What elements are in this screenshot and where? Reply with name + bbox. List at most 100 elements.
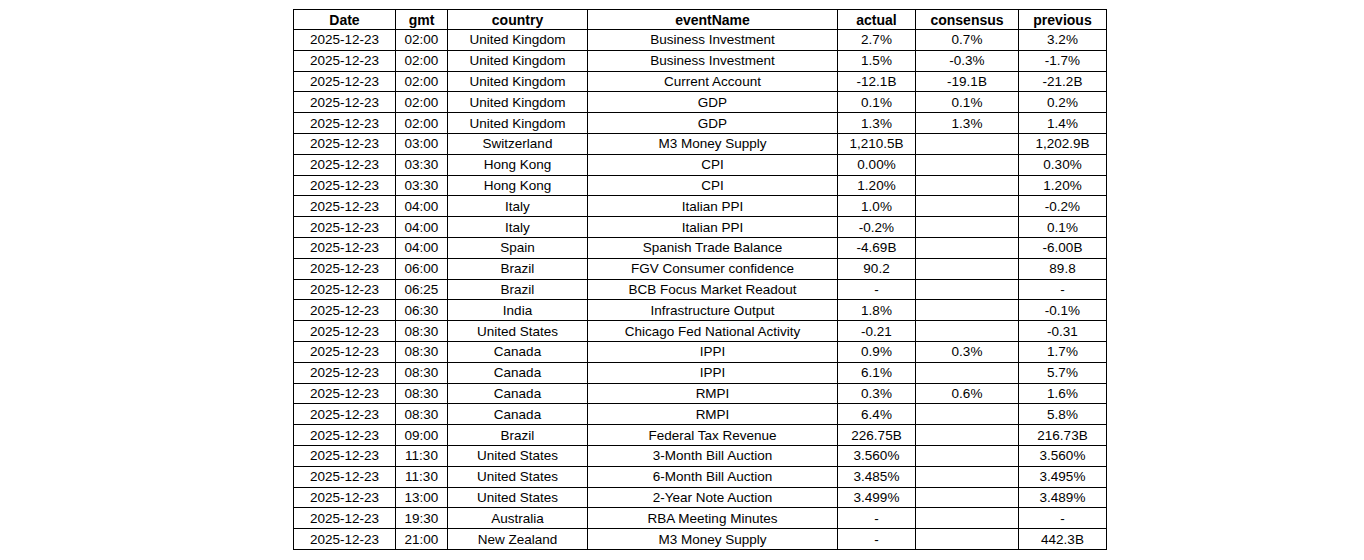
table-cell-date: 2025-12-23 bbox=[294, 196, 396, 217]
table-cell-actual: 3.560% bbox=[838, 445, 916, 466]
table-cell-country: Canada bbox=[448, 362, 588, 383]
table-cell-eventname: GDP bbox=[588, 92, 838, 113]
table-row: 2025-12-2311:30United States3-Month Bill… bbox=[294, 445, 1107, 466]
table-cell-eventname: BCB Focus Market Readout bbox=[588, 279, 838, 300]
table-cell-gmt: 13:00 bbox=[396, 487, 448, 508]
table-cell-previous: 89.8 bbox=[1019, 258, 1107, 279]
table-cell-country: United States bbox=[448, 321, 588, 342]
table-row: 2025-12-2308:30CanadaRMPI6.4%5.8% bbox=[294, 404, 1107, 425]
table-cell-country: Canada bbox=[448, 383, 588, 404]
table-cell-country: United Kingdom bbox=[448, 113, 588, 134]
table-cell-consensus bbox=[916, 237, 1019, 258]
table-cell-country: Brazil bbox=[448, 258, 588, 279]
table-cell-actual: 6.1% bbox=[838, 362, 916, 383]
table-cell-consensus bbox=[916, 404, 1019, 425]
table-cell-actual: 3.485% bbox=[838, 466, 916, 487]
column-header-gmt: gmt bbox=[396, 10, 448, 30]
table-cell-actual: 1.8% bbox=[838, 300, 916, 321]
table-cell-country: Switzerland bbox=[448, 133, 588, 154]
table-cell-country: India bbox=[448, 300, 588, 321]
table-cell-actual: - bbox=[838, 529, 916, 550]
table-cell-gmt: 02:00 bbox=[396, 113, 448, 134]
table-row: 2025-12-2313:00United States2-Year Note … bbox=[294, 487, 1107, 508]
table-cell-consensus bbox=[916, 529, 1019, 550]
table-cell-consensus bbox=[916, 321, 1019, 342]
table-cell-date: 2025-12-23 bbox=[294, 237, 396, 258]
table-cell-consensus bbox=[916, 300, 1019, 321]
table-cell-date: 2025-12-23 bbox=[294, 300, 396, 321]
table-cell-eventname: Business Investment bbox=[588, 30, 838, 51]
table-cell-date: 2025-12-23 bbox=[294, 50, 396, 71]
page-background: DategmtcountryeventNameactualconsensuspr… bbox=[0, 0, 1364, 560]
table-cell-previous: 1.4% bbox=[1019, 113, 1107, 134]
table-row: 2025-12-2319:30AustraliaRBA Meeting Minu… bbox=[294, 508, 1107, 529]
table-cell-date: 2025-12-23 bbox=[294, 425, 396, 446]
table-cell-actual: -0.2% bbox=[838, 217, 916, 238]
column-header-previous: previous bbox=[1019, 10, 1107, 30]
table-cell-previous: 1.20% bbox=[1019, 175, 1107, 196]
table-cell-actual: 1,210.5B bbox=[838, 133, 916, 154]
table-cell-gmt: 02:00 bbox=[396, 71, 448, 92]
table-cell-eventname: Spanish Trade Balance bbox=[588, 237, 838, 258]
table-cell-date: 2025-12-23 bbox=[294, 529, 396, 550]
table-cell-actual: -4.69B bbox=[838, 237, 916, 258]
table-row: 2025-12-2308:30CanadaIPPI6.1%5.7% bbox=[294, 362, 1107, 383]
table-cell-eventname: 6-Month Bill Auction bbox=[588, 466, 838, 487]
table-cell-date: 2025-12-23 bbox=[294, 217, 396, 238]
table-cell-gmt: 19:30 bbox=[396, 508, 448, 529]
table-cell-country: United Kingdom bbox=[448, 71, 588, 92]
table-cell-consensus: 0.1% bbox=[916, 92, 1019, 113]
table-cell-gmt: 03:00 bbox=[396, 133, 448, 154]
table-cell-consensus: 0.7% bbox=[916, 30, 1019, 51]
table-cell-eventname: CPI bbox=[588, 175, 838, 196]
table-cell-previous: 5.7% bbox=[1019, 362, 1107, 383]
table-cell-eventname: 2-Year Note Auction bbox=[588, 487, 838, 508]
table-cell-eventname: M3 Money Supply bbox=[588, 133, 838, 154]
table-cell-consensus bbox=[916, 508, 1019, 529]
table-cell-gmt: 06:00 bbox=[396, 258, 448, 279]
table-cell-previous: 0.30% bbox=[1019, 154, 1107, 175]
table-cell-actual: 0.9% bbox=[838, 341, 916, 362]
table-cell-previous: 0.1% bbox=[1019, 217, 1107, 238]
table-cell-previous: 442.3B bbox=[1019, 529, 1107, 550]
table-row: 2025-12-2303:30Hong KongCPI1.20%1.20% bbox=[294, 175, 1107, 196]
table-cell-consensus bbox=[916, 133, 1019, 154]
table-cell-eventname: 3-Month Bill Auction bbox=[588, 445, 838, 466]
table-cell-date: 2025-12-23 bbox=[294, 30, 396, 51]
table-cell-date: 2025-12-23 bbox=[294, 133, 396, 154]
table-cell-country: Hong Kong bbox=[448, 154, 588, 175]
table-cell-eventname: Federal Tax Revenue bbox=[588, 425, 838, 446]
table-cell-eventname: IPPI bbox=[588, 362, 838, 383]
table-row: 2025-12-2308:30CanadaRMPI0.3%0.6%1.6% bbox=[294, 383, 1107, 404]
table-cell-gmt: 02:00 bbox=[396, 30, 448, 51]
table-cell-date: 2025-12-23 bbox=[294, 258, 396, 279]
table-cell-previous: -21.2B bbox=[1019, 71, 1107, 92]
table-cell-eventname: RBA Meeting Minutes bbox=[588, 508, 838, 529]
table-cell-country: Italy bbox=[448, 217, 588, 238]
table-cell-date: 2025-12-23 bbox=[294, 92, 396, 113]
table-body: 2025-12-2302:00United KingdomBusiness In… bbox=[294, 30, 1107, 550]
table-cell-gmt: 08:30 bbox=[396, 362, 448, 383]
table-cell-consensus bbox=[916, 362, 1019, 383]
table-cell-previous: 1.7% bbox=[1019, 341, 1107, 362]
table-cell-country: Canada bbox=[448, 404, 588, 425]
table-cell-gmt: 03:30 bbox=[396, 154, 448, 175]
table-cell-country: Italy bbox=[448, 196, 588, 217]
table-cell-date: 2025-12-23 bbox=[294, 321, 396, 342]
table-row: 2025-12-2304:00SpainSpanish Trade Balanc… bbox=[294, 237, 1107, 258]
table-cell-eventname: Current Account bbox=[588, 71, 838, 92]
table-cell-actual: 1.5% bbox=[838, 50, 916, 71]
table-row: 2025-12-2304:00ItalyItalian PPI1.0%-0.2% bbox=[294, 196, 1107, 217]
table-cell-eventname: Infrastructure Output bbox=[588, 300, 838, 321]
table-cell-consensus: 1.3% bbox=[916, 113, 1019, 134]
table-cell-date: 2025-12-23 bbox=[294, 113, 396, 134]
table-row: 2025-12-2308:30United StatesChicago Fed … bbox=[294, 321, 1107, 342]
table-cell-actual: 2.7% bbox=[838, 30, 916, 51]
table-cell-eventname: RMPI bbox=[588, 404, 838, 425]
table-row: 2025-12-2306:00BrazilFGV Consumer confid… bbox=[294, 258, 1107, 279]
table-cell-gmt: 08:30 bbox=[396, 341, 448, 362]
table-cell-actual: 0.00% bbox=[838, 154, 916, 175]
table-row: 2025-12-2303:30Hong KongCPI0.00%0.30% bbox=[294, 154, 1107, 175]
table-cell-previous: -0.2% bbox=[1019, 196, 1107, 217]
table-cell-country: United Kingdom bbox=[448, 30, 588, 51]
